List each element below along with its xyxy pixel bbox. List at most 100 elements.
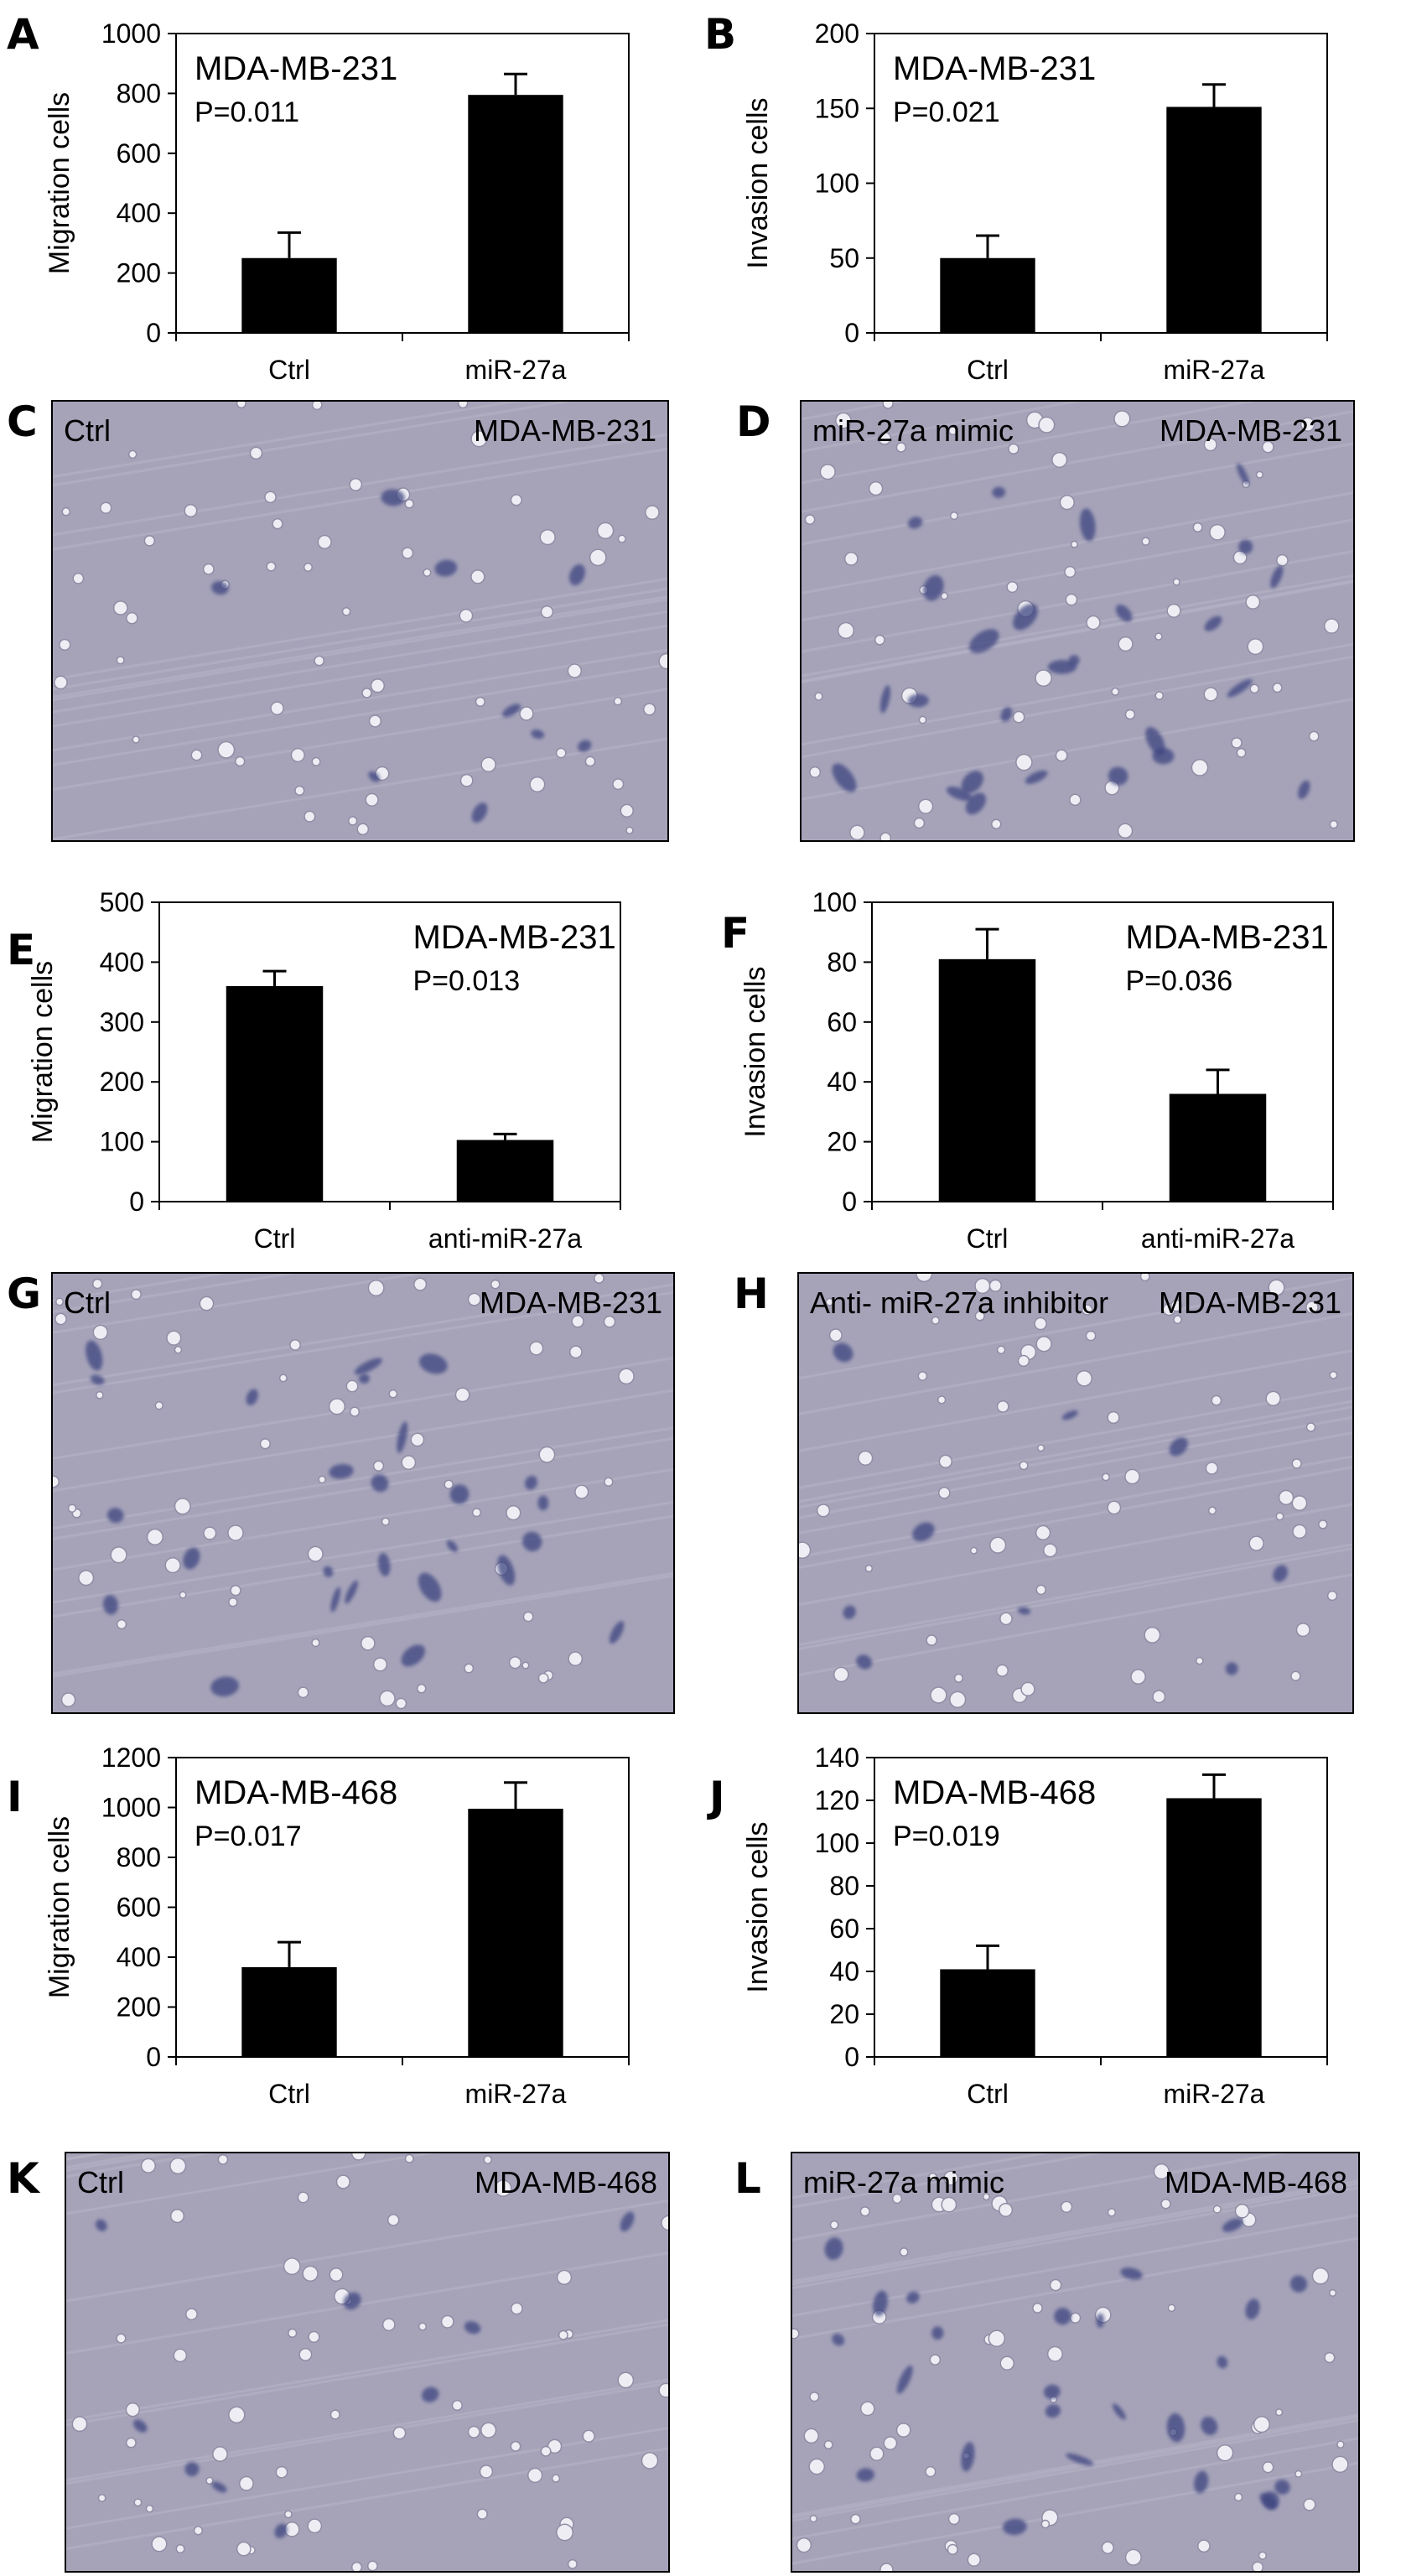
texture-line — [798, 1466, 1353, 1570]
pore — [821, 465, 835, 479]
annotation-cell-line: MDA-MB-231 — [1126, 919, 1329, 956]
y-tick-label: 80 — [829, 1871, 859, 1901]
stained-cell — [449, 1484, 470, 1504]
stained-cell — [907, 693, 929, 708]
texture-line — [52, 1571, 674, 1675]
stained-cell — [609, 1621, 625, 1644]
pore — [1307, 1423, 1315, 1431]
annotation-p-value: P=0.019 — [893, 1820, 1000, 1852]
texture-line — [65, 2381, 669, 2485]
pore — [615, 698, 621, 704]
panel-letter-k: K — [7, 2154, 41, 2203]
micrograph-background — [52, 401, 668, 841]
pore — [1118, 824, 1132, 838]
texture-line — [52, 662, 668, 766]
bar-e-2 — [456, 1140, 554, 1202]
pore — [1016, 755, 1032, 770]
pore — [1211, 1396, 1221, 1405]
pore — [1204, 688, 1217, 701]
pore — [1087, 1332, 1095, 1340]
pore — [951, 512, 957, 519]
pore — [313, 401, 322, 409]
stained-cell — [1047, 660, 1077, 674]
pore — [542, 2447, 551, 2456]
chart-a: 0 200 400 600 800 1000 Migration cells Ctrl miR-… — [44, 18, 630, 385]
pore — [1039, 418, 1054, 433]
bar-i-1 — [241, 1966, 337, 2057]
stained-cell — [86, 1340, 103, 1371]
texture-line — [791, 2461, 1359, 2565]
texture-line — [52, 1467, 674, 1571]
pore — [147, 2506, 153, 2511]
pore — [94, 1326, 107, 1339]
stained-cell — [1273, 1565, 1289, 1582]
pore — [558, 2271, 571, 2284]
pore — [174, 2350, 186, 2361]
y-tick-label: 200 — [117, 1992, 161, 2023]
pore — [1210, 525, 1225, 540]
pore — [406, 2155, 413, 2163]
stained-cell — [969, 629, 999, 653]
pore — [570, 1346, 582, 1358]
pore — [989, 2330, 1004, 2346]
pore — [1235, 2494, 1242, 2501]
texture-line — [791, 2418, 1359, 2522]
pore — [347, 1381, 358, 1392]
pore — [1035, 670, 1051, 686]
pore — [1328, 1592, 1336, 1600]
pore — [613, 779, 623, 789]
pore — [644, 704, 655, 714]
pore — [200, 1297, 213, 1310]
pore — [530, 1342, 542, 1355]
pore — [319, 536, 331, 548]
texture-line — [52, 648, 668, 752]
pore — [184, 505, 196, 517]
texture-line — [52, 401, 526, 479]
stained-cell — [95, 2219, 107, 2231]
texture-line — [65, 2447, 669, 2551]
annotation-p-value: P=0.013 — [413, 965, 521, 997]
pore — [520, 707, 533, 720]
stained-cell — [1204, 615, 1222, 631]
texture-line — [801, 549, 1354, 653]
pore — [506, 1506, 520, 1519]
pore — [1048, 2347, 1062, 2361]
texture-line — [798, 1503, 1353, 1607]
pore — [290, 1340, 300, 1350]
stained-cell — [210, 1676, 239, 1697]
annotation-p-value: P=0.017 — [195, 1820, 302, 1852]
texture-line — [798, 1415, 1353, 1519]
pore — [1169, 2305, 1175, 2311]
pore — [423, 569, 430, 576]
stained-cell — [368, 771, 381, 782]
pore — [931, 2355, 940, 2365]
pore — [1192, 760, 1207, 776]
pore — [1000, 1613, 1012, 1624]
pore — [419, 2323, 426, 2330]
pore — [586, 757, 594, 766]
pore — [127, 613, 137, 623]
texture-line — [52, 598, 668, 702]
pore — [557, 749, 566, 757]
stained-cell — [1298, 780, 1310, 799]
panel-letter-c: C — [7, 397, 38, 446]
stained-cell — [856, 1654, 873, 1670]
pore — [524, 1613, 533, 1621]
pore — [1263, 442, 1274, 452]
pore — [127, 2403, 139, 2416]
pore — [810, 767, 820, 777]
micrograph-label-treatment: Ctrl — [64, 413, 111, 448]
pore — [464, 1665, 473, 1673]
pore — [1108, 1501, 1120, 1514]
pore — [830, 1329, 842, 1341]
x-tick-label: anti-miR-27a — [1141, 1223, 1294, 1254]
pore — [186, 2309, 197, 2319]
pore — [1153, 1690, 1165, 1702]
pore — [1131, 1670, 1145, 1684]
chart-e: 0 100 200 300 400 500 Migration cells Ctrl anti-… — [27, 887, 621, 1254]
pore — [309, 1547, 323, 1561]
pore — [480, 2465, 492, 2478]
pore — [798, 1542, 810, 1558]
micrograph-label-cell-line: MDA-MB-231 — [1159, 1285, 1341, 1320]
